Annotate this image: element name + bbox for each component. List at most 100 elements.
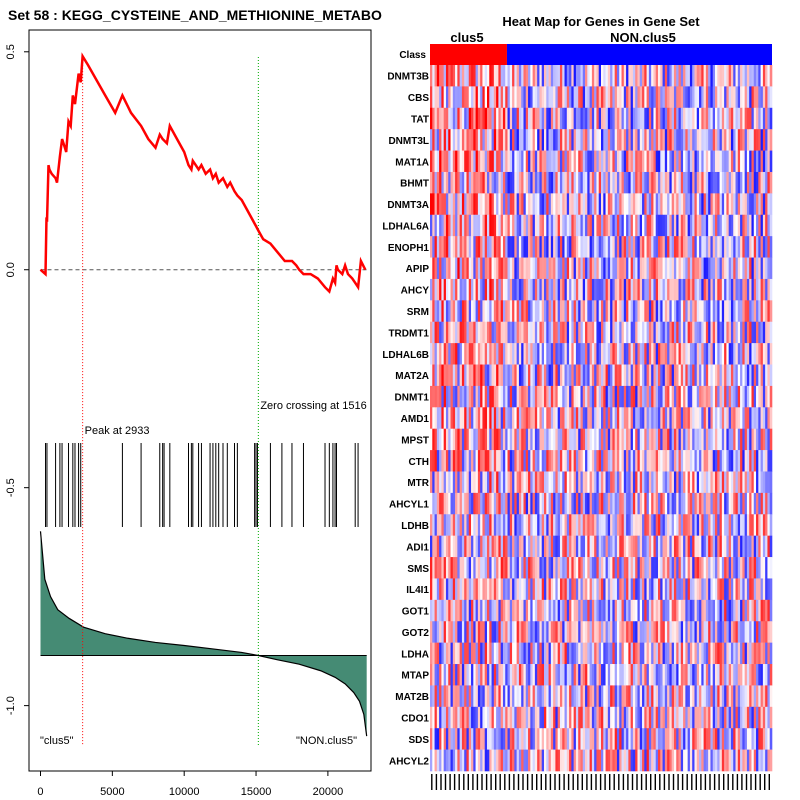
heatmap-cell [721, 214, 725, 237]
heatmap-cell [614, 557, 618, 579]
heatmap-cell [626, 599, 629, 622]
heatmap-cell [464, 385, 467, 408]
heatmap-cell [541, 278, 545, 301]
heatmap-cell [466, 407, 470, 429]
heatmap-cell [553, 321, 556, 344]
heatmap-cell [534, 321, 538, 344]
heatmap-cell [726, 65, 729, 87]
heatmap-cell [557, 685, 561, 708]
heatmap-cell [619, 492, 622, 515]
heatmap-cell [466, 450, 470, 472]
heatmap-cell [616, 492, 620, 515]
heatmap-cell [448, 642, 451, 665]
heatmap-cell [596, 749, 600, 772]
heatmap-cell [762, 471, 766, 494]
heatmap-cell [466, 385, 470, 408]
heatmap-cell [525, 599, 529, 622]
heatmap-cell [728, 621, 732, 643]
heatmap-cell [717, 86, 720, 109]
heatmap-cell [482, 492, 486, 515]
heatmap-cell [578, 471, 581, 494]
heatmap-cell [660, 385, 663, 408]
heatmap-cell [580, 300, 584, 323]
heatmap-cell [591, 749, 595, 772]
heatmap-cell [694, 728, 698, 750]
heatmap-cell [594, 171, 597, 194]
heatmap-cell [505, 557, 508, 579]
heatmap-cell [507, 535, 511, 558]
heatmap-cell [525, 428, 529, 451]
heatmap-cell [653, 150, 657, 173]
heatmap-cell [678, 492, 682, 515]
heatmap-cell [500, 150, 504, 173]
heatmap-row [430, 107, 773, 130]
heatmap-cell [653, 728, 657, 750]
heatmap-cell [671, 321, 675, 344]
heatmap-cell [635, 492, 638, 515]
heatmap-cell [660, 300, 663, 323]
heatmap-cell [601, 664, 604, 686]
heatmap-cell [598, 728, 602, 750]
heatmap-cell [473, 664, 476, 686]
heatmap-cell [434, 257, 438, 280]
heatmap-cell [573, 214, 577, 237]
heatmap-cell [660, 321, 663, 344]
heatmap-cell [724, 428, 727, 451]
heatmap-cell [537, 193, 540, 216]
heatmap-cell [753, 300, 757, 323]
heatmap-cell [667, 257, 670, 280]
heatmap-cell [434, 385, 438, 408]
heatmap-cell [491, 471, 495, 494]
heatmap-cell [607, 428, 611, 451]
heatmap-cell [719, 321, 723, 344]
heatmap-cell [532, 193, 536, 216]
heatmap-cell [578, 492, 581, 515]
heatmap-cell [685, 599, 688, 622]
heatmap-cell [683, 642, 686, 665]
heatmap-cell [537, 642, 540, 665]
heatmap-cell [498, 278, 501, 301]
heatmap-cell [461, 407, 465, 429]
heatmap-cell [717, 428, 720, 451]
heatmap-cell [603, 492, 606, 515]
heatmap-cell [696, 214, 700, 237]
heatmap-cell [703, 578, 707, 601]
heatmap-cell [662, 578, 666, 601]
heatmap-cell [439, 621, 442, 643]
heatmap-cell [710, 642, 714, 665]
heatmap-cell [680, 364, 684, 387]
heatmap-cell [621, 65, 625, 87]
heatmap-cell [443, 150, 447, 173]
heatmap-cell [557, 129, 561, 151]
heatmap-cell [710, 65, 714, 87]
heatmap-cell [635, 257, 638, 280]
heatmap-cell [500, 236, 504, 258]
heatmap-cell [436, 492, 440, 515]
heatmap-cell [448, 557, 451, 579]
heatmap-cell [603, 428, 606, 451]
heatmap-cell [765, 129, 768, 151]
heatmap-cell [559, 428, 563, 451]
heatmap-cell [630, 257, 634, 280]
heatmap-cell [591, 193, 595, 216]
heatmap-cell [537, 321, 540, 344]
heatmap-cell [521, 471, 524, 494]
heatmap-cell [448, 728, 451, 750]
heatmap-cell [525, 557, 529, 579]
heatmap-cell [525, 364, 529, 387]
heatmap-cell [443, 385, 447, 408]
x-tick-label: 15000 [241, 786, 272, 798]
heatmap-cell [518, 706, 522, 729]
heatmap-cell [728, 257, 732, 280]
heatmap-cell [439, 150, 442, 173]
heatmap-cell [555, 278, 558, 301]
heatmap-cell [701, 664, 704, 686]
heatmap-cell [746, 557, 750, 579]
heatmap-row [430, 749, 773, 772]
heatmap-cell [737, 535, 741, 558]
heatmap-cell [753, 428, 757, 451]
heatmap-cell [457, 257, 460, 280]
heatmap-cell [594, 706, 597, 729]
heatmap-cell [746, 129, 750, 151]
